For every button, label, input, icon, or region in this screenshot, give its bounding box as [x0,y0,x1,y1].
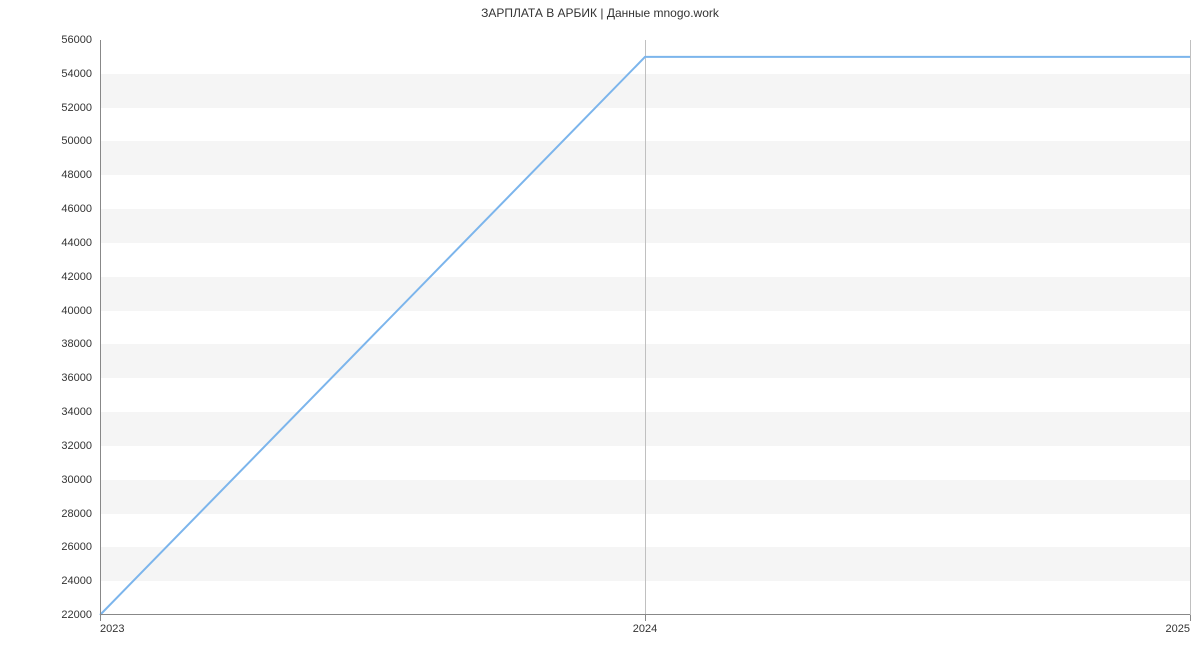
y-tick-label: 22000 [61,609,100,621]
y-tick-label: 34000 [61,406,100,418]
y-tick-label: 32000 [61,440,100,452]
y-tick-label: 44000 [61,237,100,249]
plot-area: 2200024000260002800030000320003400036000… [100,40,1190,615]
series-salary [100,57,1190,615]
x-tick-label: 2024 [633,615,657,635]
y-tick-label: 50000 [61,135,100,147]
x-tick-label: 2023 [100,615,124,635]
y-tick-label: 40000 [61,305,100,317]
y-tick-label: 28000 [61,508,100,520]
x-gridline [1190,40,1191,615]
y-tick-label: 56000 [61,34,100,46]
y-tick-label: 52000 [61,102,100,114]
y-tick-label: 48000 [61,169,100,181]
line-layer [100,40,1190,615]
y-tick-label: 42000 [61,271,100,283]
y-tick-label: 30000 [61,474,100,486]
y-tick-label: 54000 [61,68,100,80]
chart-title: ЗАРПЛАТА В АРБИК | Данные mnogo.work [0,6,1200,20]
y-tick-label: 46000 [61,203,100,215]
x-tick-mark [1190,615,1191,621]
y-tick-label: 38000 [61,338,100,350]
y-tick-label: 24000 [61,575,100,587]
x-tick-label: 2025 [1166,615,1190,635]
salary-line-chart: ЗАРПЛАТА В АРБИК | Данные mnogo.work 220… [0,0,1200,650]
y-tick-label: 36000 [61,372,100,384]
y-tick-label: 26000 [61,541,100,553]
